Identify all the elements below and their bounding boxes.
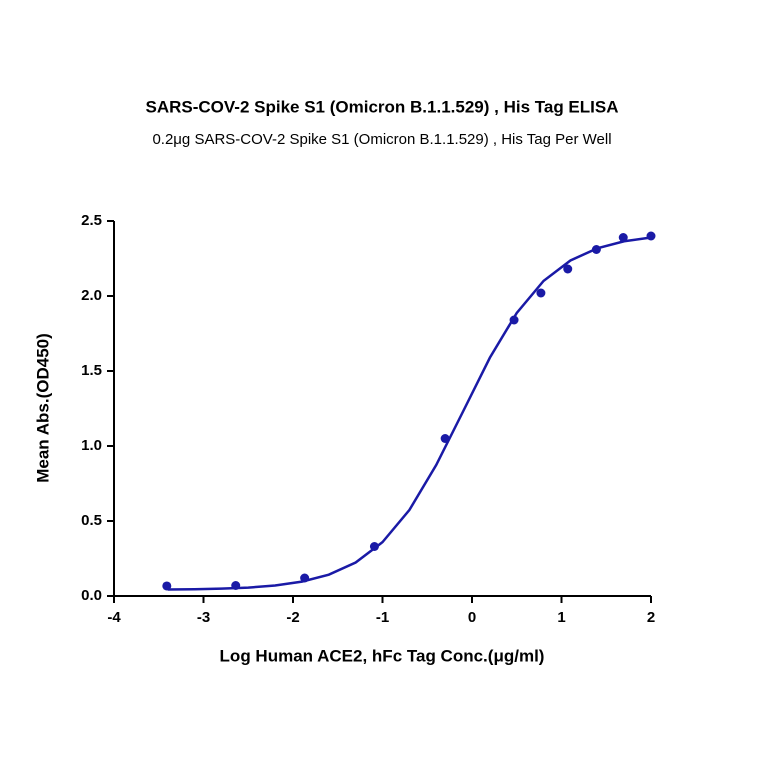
- y-axis-label: Mean Abs.(OD450): [33, 333, 52, 483]
- y-tick-label: 1.5: [81, 362, 102, 379]
- x-tick-label: -3: [197, 609, 210, 626]
- y-tick-label: 2.0: [81, 287, 102, 304]
- y-tick-label: 0.5: [81, 512, 102, 529]
- x-tick-label: 2: [647, 609, 655, 626]
- chart-title: SARS-COV-2 Spike S1 (Omicron B.1.1.529) …: [146, 97, 619, 116]
- y-tick-label: 2.5: [81, 212, 102, 229]
- data-point: [536, 288, 546, 298]
- data-point: [162, 581, 172, 591]
- x-tick-label: 1: [557, 609, 565, 626]
- x-tick-label: -4: [107, 609, 121, 626]
- fit-curve: [167, 236, 652, 591]
- y-tick-label: 1.0: [81, 437, 102, 454]
- data-point: [618, 233, 628, 242]
- y-tick-label: 0.0: [81, 587, 102, 604]
- x-tick-label: 0: [468, 609, 476, 626]
- x-tick-label: -1: [376, 609, 389, 626]
- chart-subtitle: 0.2μg SARS-COV-2 Spike S1 (Omicron B.1.1…: [152, 131, 611, 148]
- data-point: [563, 264, 573, 274]
- x-axis-label: Log Human ACE2, hFc Tag Conc.(μg/ml): [220, 646, 545, 665]
- x-tick-label: -2: [286, 609, 299, 626]
